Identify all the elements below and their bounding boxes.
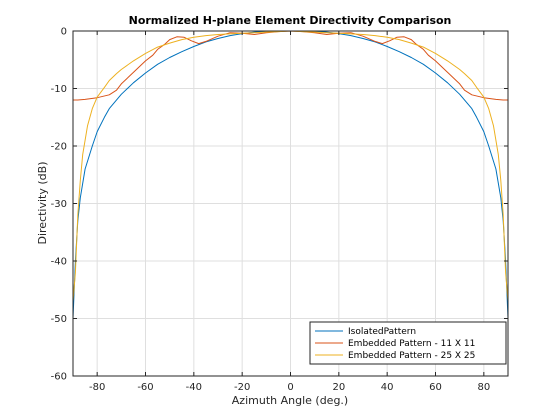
legend: IsolatedPattern Embedded Pattern - 11 X 1… [309, 321, 507, 365]
chart-title: Normalized H-plane Element Directivity C… [129, 14, 452, 27]
y-axis-label: Directivity (dB) [36, 162, 49, 245]
axis-ticks: -80 -60 -40 -20 0 20 40 60 80 -60 -50 -40 -30 -20 -10 0 [51, 27, 508, 393]
x-tick-label: -80 [89, 382, 105, 393]
y-tick-label: 0 [61, 27, 67, 38]
x-tick-label: -40 [186, 382, 202, 393]
y-tick-label: -10 [51, 84, 67, 95]
x-tick-label: -60 [137, 382, 153, 393]
x-tick-label: -20 [234, 382, 250, 393]
y-tick-label: -30 [51, 199, 67, 210]
legend-entry: IsolatedPattern [348, 327, 416, 337]
y-tick-label: -60 [51, 372, 67, 383]
x-tick-label: 0 [287, 382, 293, 393]
y-tick-label: -50 [51, 314, 67, 325]
x-tick-label: 80 [477, 382, 490, 393]
x-axis-label: Azimuth Angle (deg.) [232, 394, 348, 407]
legend-entry: Embedded Pattern - 25 X 25 [348, 351, 475, 361]
x-tick-label: 20 [332, 382, 345, 393]
legend-entry: Embedded Pattern - 11 X 11 [348, 339, 475, 349]
y-tick-label: -40 [51, 257, 67, 268]
x-tick-label: 40 [381, 382, 394, 393]
x-tick-label: 60 [429, 382, 442, 393]
y-tick-label: -20 [51, 142, 67, 153]
